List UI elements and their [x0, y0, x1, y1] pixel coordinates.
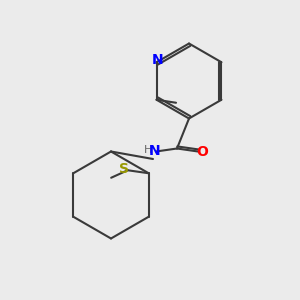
Text: N: N [149, 144, 160, 158]
Text: O: O [196, 145, 208, 158]
Text: S: S [119, 162, 129, 176]
Text: H: H [144, 145, 153, 155]
Text: N: N [152, 53, 164, 67]
